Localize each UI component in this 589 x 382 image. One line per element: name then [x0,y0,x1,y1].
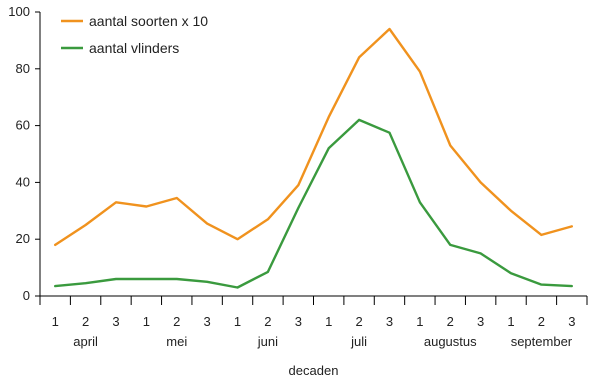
y-tick-label: 100 [8,4,30,19]
series-line-2 [54,118,573,289]
month-label: april [73,334,98,349]
x-axis: 1 2 3 1 2 3 1 2 3 1 2 3 1 2 3 1 2 3 april mei juni juli august… [39,295,588,349]
y-tick-label: 40 [16,174,30,189]
x-tick-label: 2 [447,314,454,329]
x-tick-label: 2 [82,314,89,329]
x-tick-label: 2 [355,314,362,329]
x-tick-label: 1 [234,314,241,329]
x-tick-label: 3 [112,314,119,329]
x-tick-label: 1 [143,314,150,329]
series-layer [54,27,573,289]
x-tick-label: 1 [416,314,423,329]
x-tick-label: 3 [386,314,393,329]
x-tick-label: 2 [173,314,180,329]
x-tick-label: 1 [52,314,59,329]
x-tick-label: 3 [295,314,302,329]
legend-label: aantal soorten x 10 [89,13,208,29]
x-tick-label: 1 [507,314,514,329]
series-line-1 [54,27,573,247]
x-tick-label: 3 [204,314,211,329]
month-label: mei [166,334,187,349]
month-label: september [511,334,573,349]
legend-label: aantal vlinders [89,40,179,56]
y-tick-label: 80 [16,61,30,76]
month-label: juli [350,334,367,349]
y-axis: 0 20 40 60 80 100 [8,4,41,303]
y-tick-label: 20 [16,231,30,246]
month-label: augustus [424,334,477,349]
x-axis-title: decaden [289,363,339,378]
x-tick-label: 3 [568,314,575,329]
legend: aantal soorten x 10 aantal vlinders [61,13,208,56]
x-tick-label: 2 [264,314,271,329]
month-label: juni [257,334,278,349]
y-tick-label: 0 [23,288,30,303]
x-tick-label: 2 [538,314,545,329]
x-tick-label: 1 [325,314,332,329]
x-tick-label: 3 [477,314,484,329]
y-tick-label: 60 [16,118,30,133]
